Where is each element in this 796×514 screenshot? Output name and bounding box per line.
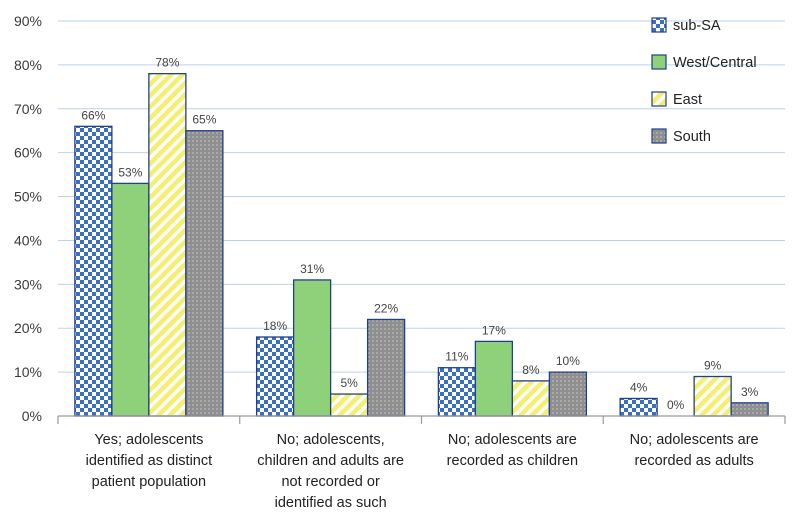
data-label: 18%	[263, 319, 287, 333]
legend-swatch	[651, 128, 667, 144]
data-label: 0%	[667, 398, 685, 412]
legend-label: West/Central	[673, 55, 757, 71]
y-tick-label: 40%	[14, 232, 42, 248]
bar-east	[511, 380, 551, 417]
category-label: identified as such	[275, 495, 387, 511]
data-label: 10%	[556, 354, 580, 368]
bar-sub-sa	[437, 367, 477, 417]
category-label: Yes; adolescents	[94, 432, 203, 448]
data-label: 22%	[374, 301, 398, 315]
category-label: No; adolescents,	[277, 432, 385, 448]
legend-label: sub-SA	[673, 18, 721, 34]
bar-sub-sa	[74, 125, 113, 417]
category-label: recorded as adults	[634, 453, 753, 469]
data-label: 65%	[192, 113, 216, 127]
data-labels: 66% 53% 78% 65% 18% 31% 5% 22% 11% 17% 8% 10% 4% 0% 9%…	[81, 56, 758, 412]
legend-swatch	[651, 54, 667, 70]
legend-swatch	[651, 17, 667, 33]
bars	[74, 73, 769, 417]
category-label: recorded as children	[447, 453, 578, 469]
bar-east	[693, 375, 732, 417]
bar-west-central	[111, 182, 150, 417]
bar-south	[366, 318, 406, 417]
data-label: 5%	[340, 376, 358, 390]
y-tick-label: 0%	[22, 408, 42, 424]
bar-south	[730, 402, 769, 417]
category-label: not recorded or	[281, 474, 380, 490]
y-tick-label: 90%	[14, 13, 42, 29]
data-label: 17%	[482, 323, 506, 337]
data-label: 53%	[118, 165, 142, 179]
data-label: 78%	[155, 56, 179, 70]
data-label: 3%	[741, 385, 759, 399]
bar-south	[548, 371, 588, 417]
data-label: 31%	[300, 262, 324, 276]
category-label: patient population	[92, 474, 207, 490]
data-label: 11%	[445, 350, 468, 364]
data-label: 66%	[81, 108, 105, 122]
bar-east	[329, 393, 369, 417]
category-label: No; adolescents are	[448, 432, 577, 448]
data-label: 4%	[630, 380, 648, 394]
y-tick-label: 30%	[14, 276, 42, 292]
x-axis: Yes; adolescents identified as distinct pa…	[57, 415, 786, 511]
data-label: 9%	[704, 359, 722, 373]
legend-label: South	[673, 129, 711, 145]
bar-sub-sa	[619, 397, 658, 417]
category-label: No; adolescents are	[630, 432, 759, 448]
y-tick-label: 50%	[14, 189, 42, 205]
bar-sub-sa	[255, 336, 295, 417]
y-tick-label: 10%	[14, 364, 42, 380]
bar-west-central	[292, 279, 332, 417]
bar-east	[148, 73, 187, 417]
bar-west-central	[474, 340, 514, 417]
data-label: 8%	[522, 363, 540, 377]
y-tick-label: 60%	[14, 145, 42, 161]
bar-south	[185, 130, 224, 417]
category-label: children and adults are	[257, 453, 404, 469]
category-label: identified as distinct	[86, 453, 213, 469]
legend: sub-SA West/Central East South	[651, 17, 757, 145]
y-tick-label: 80%	[14, 57, 42, 73]
legend-label: East	[673, 92, 702, 108]
y-tick-label: 70%	[14, 101, 42, 117]
y-tick-label: 20%	[14, 320, 42, 336]
y-axis: 0% 10% 20% 30% 40% 50% 60% 70% 80% 90%	[14, 13, 42, 424]
legend-swatch	[651, 91, 667, 107]
